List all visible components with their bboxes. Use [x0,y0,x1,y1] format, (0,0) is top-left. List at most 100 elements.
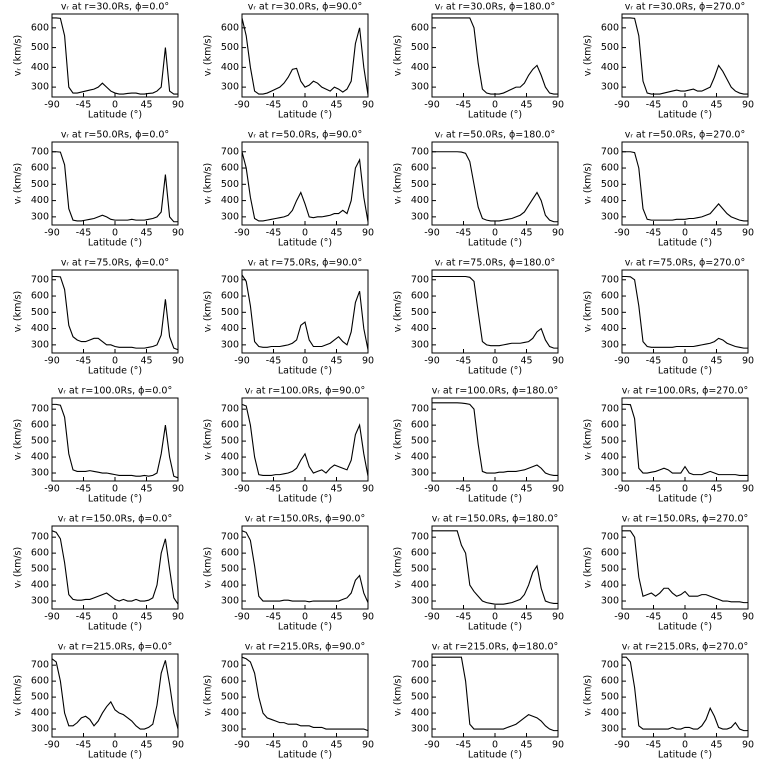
x-tick-label: 90 [172,228,184,239]
x-tick-label: -45 [646,612,662,623]
data-line [52,275,179,351]
y-tick-label: 700 [411,532,429,543]
x-tick-label: 45 [330,484,342,495]
x-tick-label: 45 [520,356,532,367]
y-tick-label: 600 [601,163,619,174]
data-line [52,403,179,479]
y-axis-label: vᵣ (km/s) [583,163,594,204]
y-tick-label: 500 [411,307,429,318]
x-tick-label: -45 [266,228,282,239]
y-axis-label: vᵣ (km/s) [393,163,404,204]
x-tick-label: 90 [742,740,754,751]
plot-frame [241,269,369,354]
panel-title: vᵣ at r=215.0Rs, ϕ=180.0° [432,642,559,653]
y-tick-label: 700 [411,660,429,671]
y-tick-label: 400 [31,323,49,334]
x-tick-label: 45 [710,100,722,111]
y-tick-label: 500 [31,564,49,575]
x-tick-label: -90 [234,100,250,111]
x-tick-label: -90 [44,100,60,111]
y-tick-label: 500 [601,564,619,575]
x-tick-label: -45 [266,612,282,623]
panel-title: vᵣ at r=100.0Rs, ϕ=270.0° [622,386,749,397]
x-tick-label: -45 [646,740,662,751]
x-tick-label: 90 [552,100,564,111]
x-tick-label: -45 [76,484,92,495]
x-tick-label: 90 [172,612,184,623]
y-tick-label: 400 [31,452,49,463]
panel-title: vᵣ at r=50.0Rs, ϕ=90.0° [248,130,362,141]
panel-title: vᵣ at r=215.0Rs, ϕ=270.0° [622,642,749,653]
x-tick-label: 90 [362,484,374,495]
x-axis-label: Latitude (°) [88,238,142,249]
x-tick-label: 45 [330,100,342,111]
y-tick-label: 300 [31,211,49,222]
y-tick-label: 400 [601,452,619,463]
x-tick-label: 0 [112,740,118,751]
x-tick-label: 90 [552,484,564,495]
data-line [622,275,748,349]
data-line [622,530,748,604]
x-tick-label: 90 [172,100,184,111]
y-tick-label: 500 [221,692,239,703]
y-tick-label: 700 [411,274,429,285]
panel-title: vᵣ at r=215.0Rs, ϕ=0.0° [58,642,172,653]
x-tick-label: 45 [520,612,532,623]
x-tick-label: -45 [456,484,472,495]
x-axis-label: Latitude (°) [278,750,332,761]
data-line [432,275,558,349]
y-tick-label: 400 [221,580,239,591]
y-tick-label: 400 [31,62,49,73]
y-axis-label: vᵣ (km/s) [203,35,214,76]
x-tick-label: 45 [520,484,532,495]
x-tick-label: -90 [614,356,630,367]
x-tick-label: -90 [44,356,60,367]
x-axis-label: Latitude (°) [468,622,522,633]
x-tick-label: -45 [456,740,472,751]
x-tick-label: 90 [742,356,754,367]
x-tick-label: 90 [742,612,754,623]
x-tick-label: 0 [682,228,688,239]
y-axis-label: vᵣ (km/s) [583,291,594,332]
y-tick-label: 600 [221,291,239,302]
y-axis-label: vᵣ (km/s) [583,547,594,588]
y-tick-label: 500 [411,436,429,447]
x-tick-label: 0 [492,612,498,623]
data-line [622,656,748,732]
x-axis-label: Latitude (°) [658,750,712,761]
x-tick-label: 45 [710,612,722,623]
x-axis-label: Latitude (°) [658,238,712,249]
y-tick-label: 500 [411,42,429,53]
y-tick-label: 700 [601,660,619,671]
y-tick-label: 400 [221,62,239,73]
x-tick-label: 0 [302,356,308,367]
y-tick-label: 600 [221,676,239,687]
x-tick-label: 45 [140,484,152,495]
plot-frame [241,653,369,738]
y-tick-label: 600 [31,163,49,174]
y-tick-label: 700 [31,274,49,285]
data-line [432,402,558,476]
y-tick-label: 400 [411,195,429,206]
y-tick-label: 500 [31,42,49,53]
y-tick-label: 700 [601,532,619,543]
panel-title: vᵣ at r=30.0Rs, ϕ=0.0° [61,2,169,13]
y-tick-label: 500 [31,436,49,447]
x-tick-label: 0 [302,100,308,111]
y-tick-label: 700 [411,404,429,415]
y-axis-label: vᵣ (km/s) [393,547,404,588]
y-tick-label: 400 [601,708,619,719]
x-tick-label: -45 [456,228,472,239]
y-axis-label: vᵣ (km/s) [13,35,24,76]
y-axis-label: vᵣ (km/s) [393,35,404,76]
x-tick-label: -90 [614,484,630,495]
y-tick-label: 600 [411,163,429,174]
data-line [432,530,558,605]
x-axis-label: Latitude (°) [468,238,522,249]
data-line [52,151,178,223]
x-tick-label: 0 [112,612,118,623]
y-tick-label: 300 [31,82,49,93]
y-tick-label: 300 [411,724,429,735]
x-tick-label: -90 [424,356,440,367]
x-tick-label: 90 [552,356,564,367]
